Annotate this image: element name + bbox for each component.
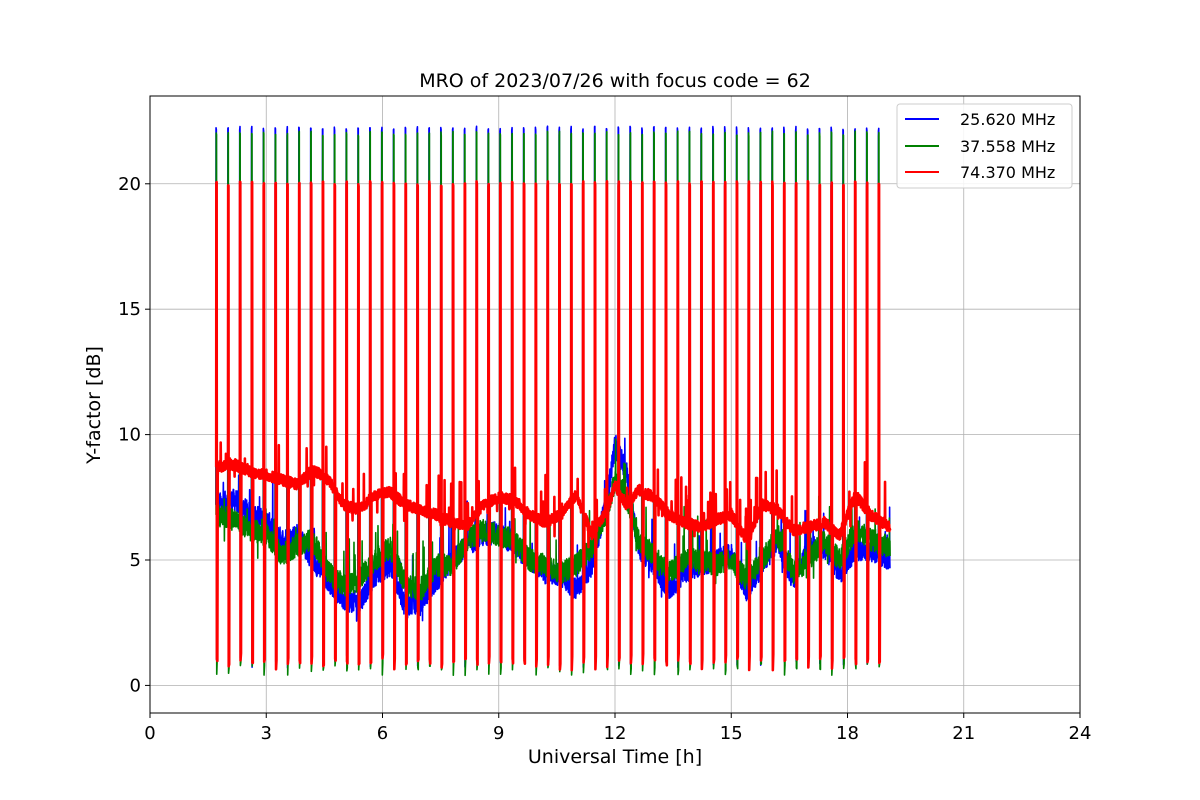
- x-tick-label-18: 18: [836, 723, 859, 744]
- chart-title: MRO of 2023/07/26 with focus code = 62: [419, 70, 811, 92]
- y-tick-label-0: 0: [130, 675, 141, 696]
- x-tick-label-9: 9: [493, 723, 504, 744]
- series-line-37558: [215, 130, 891, 677]
- x-tick-label-24: 24: [1069, 723, 1092, 744]
- series-line-74370: [214, 180, 892, 672]
- x-tick-label-0: 0: [144, 723, 155, 744]
- x-axis-label: Universal Time [h]: [528, 746, 702, 768]
- x-tick-label-6: 6: [377, 723, 388, 744]
- legend-label-74370: 74.370 MHz: [960, 163, 1055, 182]
- y-axis-label: Y-factor [dB]: [83, 346, 105, 465]
- y-tick-label-10: 10: [118, 425, 141, 446]
- x-tick-label-3: 3: [261, 723, 272, 744]
- legend-label-25620: 25.620 MHz: [960, 110, 1055, 129]
- x-tick-label-12: 12: [604, 723, 627, 744]
- y-tick-label-20: 20: [118, 174, 141, 195]
- x-tick-label-21: 21: [952, 723, 975, 744]
- y-axis-ticks: 0 5 10 15 20: [118, 174, 150, 696]
- legend-label-37558: 37.558 MHz: [960, 137, 1055, 156]
- y-tick-label-5: 5: [130, 550, 141, 571]
- y-tick-label-15: 15: [118, 299, 141, 320]
- x-axis-ticks: 0 3 6 9 12 15 18 21 24: [144, 713, 1091, 744]
- x-tick-label-15: 15: [720, 723, 743, 744]
- legend: 25.620 MHz 37.558 MHz 74.370 MHz: [896, 103, 1073, 189]
- series-layer: [214, 125, 892, 677]
- legend-box: [896, 103, 1073, 189]
